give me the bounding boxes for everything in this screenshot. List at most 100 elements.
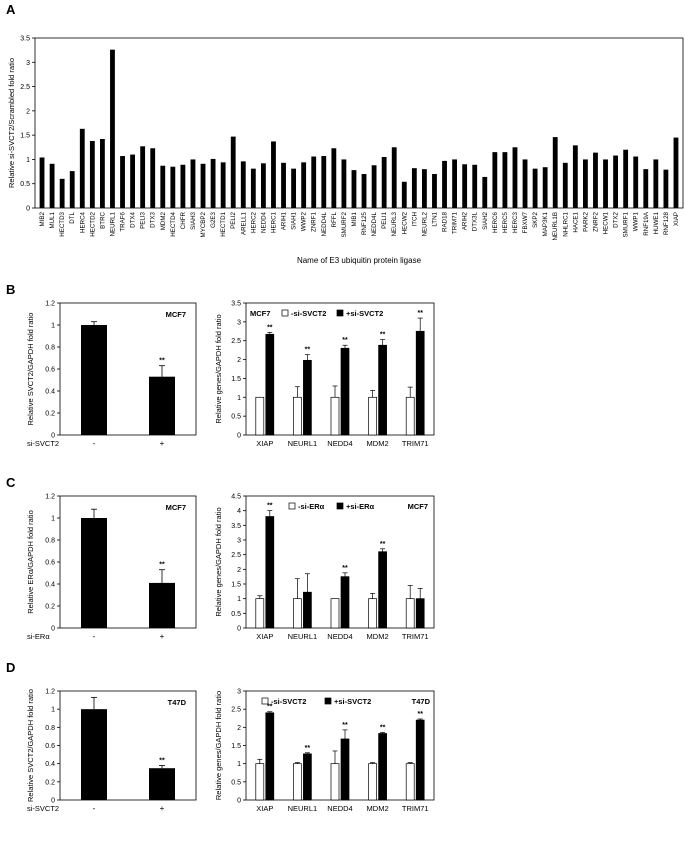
x-tick-label: MDM2 bbox=[367, 804, 389, 813]
x-tick-label: HERC1 bbox=[270, 211, 277, 233]
bar bbox=[49, 163, 55, 208]
x-tick-label: MUL1 bbox=[49, 211, 56, 228]
x-tick-label: NEDD4 bbox=[327, 632, 352, 641]
bar bbox=[378, 733, 387, 801]
x-tick-label: NEDD4 bbox=[327, 804, 352, 813]
bar bbox=[472, 164, 478, 208]
plot-frame bbox=[59, 302, 197, 436]
significance-mark: ** bbox=[380, 332, 386, 339]
bar bbox=[415, 330, 425, 436]
legend-label: +si-SVCT2 bbox=[346, 309, 383, 318]
x-tick-label: HECTD1 bbox=[220, 211, 227, 236]
y-tick-label: 0.6 bbox=[45, 560, 55, 567]
x-tick-label: BTRC bbox=[99, 211, 106, 228]
bar bbox=[340, 738, 350, 801]
y-tick-label: 3 bbox=[26, 60, 30, 67]
bar bbox=[330, 598, 340, 629]
x-tick-label: NEURL1 bbox=[109, 211, 116, 236]
x-axis-label: Name of E3 ubiquitin protein ligase bbox=[297, 256, 422, 265]
y-tick-label: 2 bbox=[26, 108, 30, 115]
x-tick-label: HERC3 bbox=[512, 211, 519, 233]
x-tick-label: RFFL bbox=[331, 211, 338, 227]
x-tick-label: NEDD4 bbox=[327, 439, 352, 448]
x-tick-label: RNF128 bbox=[663, 211, 670, 235]
row-label: si-ERα bbox=[27, 632, 50, 641]
y-tick-label: 0.5 bbox=[231, 779, 241, 786]
legend-swatch bbox=[281, 309, 289, 317]
x-tick-label: MDM2 bbox=[367, 632, 389, 641]
x-tick-label: HERC6 bbox=[492, 211, 499, 233]
legend-swatch bbox=[261, 697, 269, 705]
bar bbox=[255, 396, 265, 436]
bar bbox=[663, 169, 669, 208]
x-tick-label: NHLRC1 bbox=[562, 211, 569, 236]
x-tick-label: XIAP bbox=[256, 804, 273, 813]
significance-mark: ** bbox=[342, 337, 348, 344]
significance-mark: ** bbox=[267, 503, 273, 510]
bar bbox=[502, 152, 508, 208]
x-tick-label: DTX4 bbox=[130, 211, 137, 227]
x-tick-label: MIB1 bbox=[351, 211, 358, 226]
x-tick-label: NEURL1 bbox=[288, 632, 318, 641]
bar bbox=[260, 163, 266, 208]
y-tick-label: 3.5 bbox=[231, 523, 241, 530]
bar bbox=[150, 148, 156, 208]
bar bbox=[368, 763, 377, 801]
y-tick-label: 1.5 bbox=[231, 376, 241, 383]
y-axis-label: Relative SVCT2/GAPDH fold ratio bbox=[26, 313, 35, 426]
bar bbox=[368, 396, 377, 436]
bar bbox=[265, 333, 275, 436]
bar bbox=[562, 162, 568, 208]
significance-mark: ** bbox=[380, 541, 386, 548]
y-tick-label: 0 bbox=[26, 206, 30, 213]
bar bbox=[492, 152, 498, 208]
bar bbox=[442, 160, 447, 208]
y-tick-label: 0.2 bbox=[45, 411, 55, 418]
x-tick-label: HUWE1 bbox=[653, 211, 660, 234]
plot-frame bbox=[59, 495, 197, 629]
y-tick-label: 0.5 bbox=[231, 414, 241, 421]
y-tick-label: 1.2 bbox=[45, 689, 55, 696]
bar bbox=[405, 396, 415, 436]
y-tick-label: 2.5 bbox=[20, 84, 30, 91]
bar bbox=[170, 166, 176, 208]
x-tick-label: SIAH2 bbox=[482, 211, 489, 229]
significance-mark: ** bbox=[159, 757, 165, 764]
bar bbox=[130, 154, 136, 208]
x-tick-label: - bbox=[93, 804, 96, 813]
significance-mark: ** bbox=[417, 310, 423, 317]
x-tick-label: SMURF1 bbox=[623, 211, 630, 237]
bar bbox=[371, 165, 377, 208]
bar bbox=[452, 159, 458, 208]
bar bbox=[69, 171, 75, 208]
bar bbox=[265, 712, 275, 801]
y-axis-label: Relative genes/GAPDH fold ratio bbox=[214, 691, 223, 800]
x-tick-label: NEURL1 bbox=[288, 439, 318, 448]
panel-letter-b: B bbox=[6, 282, 15, 297]
y-tick-label: 0.4 bbox=[45, 389, 55, 396]
x-tick-label: DTX3L bbox=[472, 211, 479, 231]
bar bbox=[572, 145, 578, 208]
bar bbox=[81, 709, 107, 800]
x-tick-label: NEURL3 bbox=[391, 211, 398, 236]
y-tick-label: 2 bbox=[237, 357, 241, 364]
bar bbox=[653, 159, 659, 208]
legend-swatch bbox=[336, 502, 344, 510]
bar bbox=[643, 169, 649, 208]
bar bbox=[673, 137, 679, 208]
x-tick-label: RNF125 bbox=[361, 211, 368, 235]
y-tick-label: 0 bbox=[237, 798, 241, 805]
y-tick-label: 0.6 bbox=[45, 367, 55, 374]
significance-mark: ** bbox=[342, 722, 348, 729]
x-tick-label: TRIM71 bbox=[402, 632, 429, 641]
bar bbox=[190, 159, 196, 208]
bar bbox=[293, 763, 302, 801]
bar bbox=[160, 165, 166, 208]
significance-mark: ** bbox=[159, 562, 165, 569]
x-tick-label: ARIH2 bbox=[462, 211, 469, 230]
bar bbox=[623, 149, 629, 208]
x-tick-label: WWP2 bbox=[301, 211, 308, 231]
bar bbox=[613, 155, 619, 208]
bar bbox=[301, 162, 307, 208]
